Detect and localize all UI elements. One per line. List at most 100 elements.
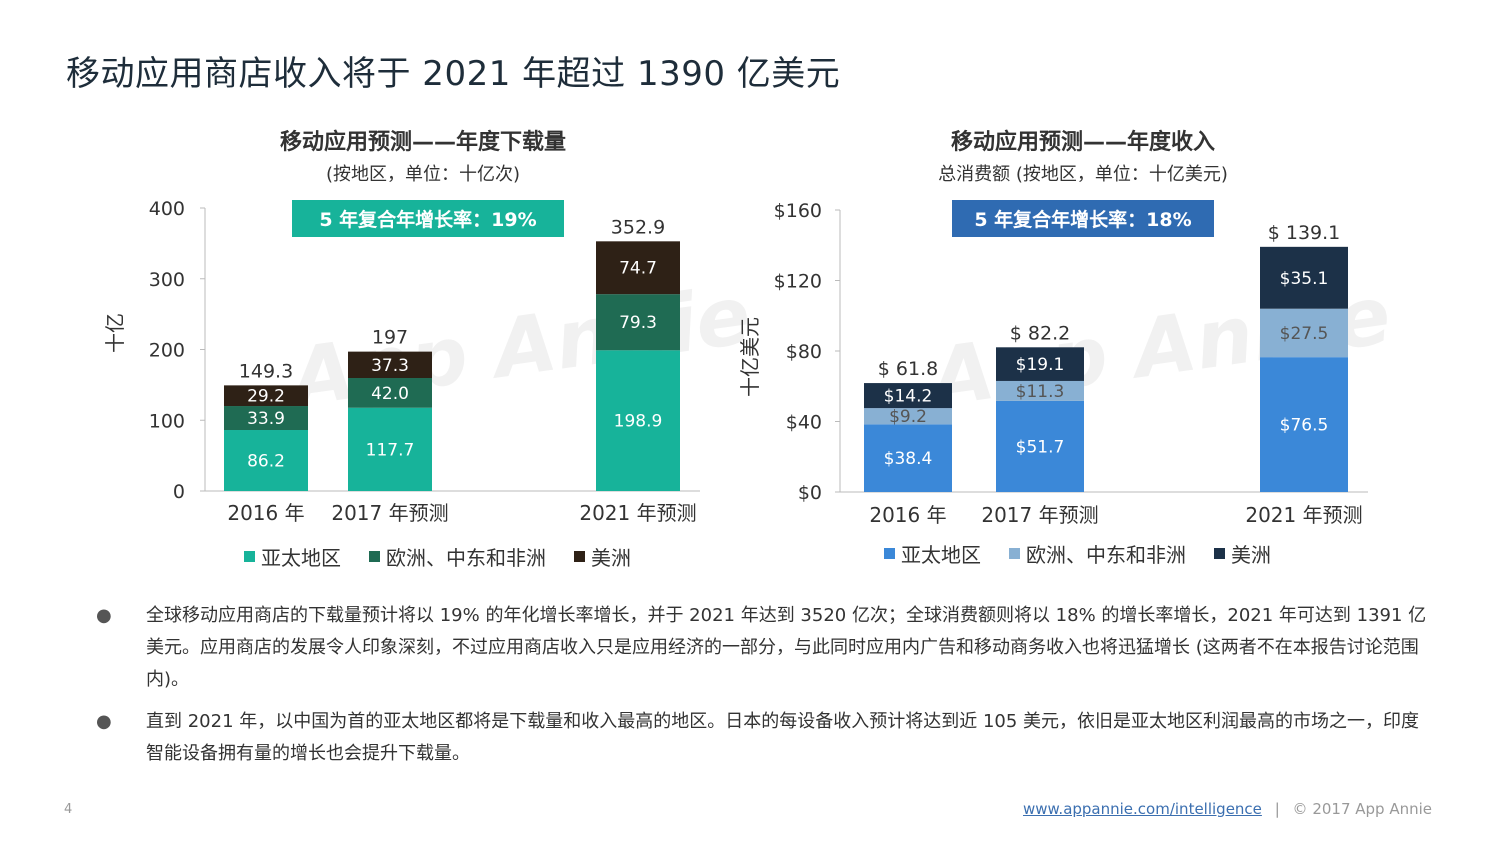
downloads-legend: 亚太地区 欧洲、中东和非洲 美洲: [244, 542, 631, 571]
downloads-chart-subtitle: (按地区，单位：十亿次): [325, 164, 521, 185]
downloads-bar-data-label: 117.7: [366, 440, 415, 460]
legend-label-americas: 美洲: [591, 546, 631, 570]
bullet-dot-icon: ●: [96, 605, 112, 626]
revenue-bar-data-label: $27.5: [1280, 324, 1329, 344]
legend-item-apac: 亚太地区: [244, 542, 341, 571]
downloads-bar-data-label: 79.3: [619, 313, 657, 333]
revenue-y-tick-label: $160: [774, 200, 822, 222]
downloads-y-tick-label: 300: [149, 269, 185, 291]
footer-link[interactable]: www.appannie.com/intelligence: [1023, 800, 1262, 818]
revenue-y-axis-label: 十亿美元: [738, 317, 762, 397]
legend-item-emea: 欧洲、中东和非洲: [369, 542, 546, 571]
downloads-bar-data-label: 37.3: [371, 356, 409, 376]
revenue-y-tick-label: $80: [786, 341, 822, 363]
revenue-y-tick-label: $40: [786, 412, 822, 434]
revenue-legend: 亚太地区 欧洲、中东和非洲 美洲: [884, 539, 1271, 568]
legend-swatch-emea: [369, 551, 380, 562]
downloads-y-tick-label: 400: [149, 198, 185, 220]
downloads-y-tick-label: 100: [149, 410, 185, 432]
downloads-bar-total-label: 352.9: [611, 216, 665, 238]
revenue-bar-segment: [996, 380, 1084, 401]
downloads-bar-segment: [224, 385, 308, 407]
revenue-bar-data-label: $9.2: [889, 407, 927, 427]
downloads-cagr-badge: 5 年复合年增长率：19%: [292, 200, 564, 237]
legend-label-americas: 美洲: [1231, 543, 1271, 567]
revenue-y-tick-label: $0: [798, 482, 822, 504]
revenue-chart-title: 移动应用预测——年度收入: [950, 130, 1215, 155]
revenue-bar-segment: [1260, 308, 1348, 358]
downloads-bar-segment: [348, 378, 432, 408]
bullet-item: ● 全球移动应用商店的下载量预计将以 19% 的年化增长率增长，并于 2021 …: [92, 600, 1432, 696]
bullet-dot-icon: ●: [96, 711, 112, 732]
downloads-chart-title: 移动应用预测——年度下载量: [279, 130, 566, 155]
legend-swatch-americas: [574, 551, 585, 562]
downloads-bar-total-label: 149.3: [239, 360, 293, 382]
revenue-bar-segment: [996, 400, 1084, 492]
downloads-bar-data-label: 29.2: [247, 387, 285, 407]
revenue-bar-total-label: $ 82.2: [1010, 322, 1070, 344]
legend-swatch-apac: [244, 551, 255, 562]
revenue-chart-subtitle: 总消费额 (按地区，单位：十亿美元): [938, 164, 1228, 185]
bullet-text: 全球移动应用商店的下载量预计将以 19% 的年化增长率增长，并于 2021 年达…: [146, 605, 1427, 690]
revenue-bar-total-label: $ 61.8: [878, 358, 938, 380]
downloads-bar-segment: [596, 241, 680, 295]
revenue-bar-data-label: $11.3: [1016, 382, 1065, 402]
legend-label-emea: 欧洲、中东和非洲: [1026, 543, 1186, 567]
legend-swatch-americas: [1214, 548, 1225, 559]
downloads-bar-data-label: 33.9: [247, 409, 285, 429]
downloads-bar-segment: [348, 407, 432, 491]
charts-canvas: 0 100 200 300 400 十亿 86.2 33.929.2 149.3 2016 年 11…: [103, 198, 1368, 527]
page-number: 4: [64, 802, 73, 817]
bullet-text: 直到 2021 年，以中国为首的亚太地区都将是下载量和收入最高的地区。日本的每设…: [146, 711, 1420, 764]
revenue-bar-data-label: $76.5: [1280, 416, 1329, 436]
downloads-bar-segment: [596, 294, 680, 351]
page-title: 移动应用商店收入将于 2021 年超过 1390 亿美元: [66, 54, 841, 94]
downloads-bar-data-label: 42.0: [371, 384, 409, 404]
revenue-bar-data-label: $51.7: [1016, 437, 1065, 457]
legend-item-emea: 欧洲、中东和非洲: [1009, 539, 1186, 568]
legend-item-apac: 亚太地区: [884, 539, 981, 568]
legend-label-emea: 欧洲、中东和非洲: [386, 546, 546, 570]
revenue-bar-segment: [864, 424, 952, 492]
legend-item-americas: 美洲: [1214, 539, 1271, 568]
footer-separator: |: [1274, 800, 1280, 818]
downloads-category-label: 2017 年预测: [331, 501, 448, 525]
downloads-y-tick-label: 0: [173, 481, 185, 503]
footer: www.appannie.com/intelligence | © 2017 A…: [1023, 800, 1432, 818]
downloads-bar-data-label: 74.7: [619, 259, 657, 279]
legend-label-apac: 亚太地区: [261, 546, 341, 570]
downloads-bar-segment: [348, 351, 432, 379]
bullet-list: ● 全球移动应用商店的下载量预计将以 19% 的年化增长率增长，并于 2021 …: [92, 600, 1432, 780]
revenue-bar-segment: [864, 383, 952, 409]
downloads-bar-segment: [224, 430, 308, 491]
downloads-bar-data-label: 198.9: [614, 412, 663, 432]
legend-item-americas: 美洲: [574, 542, 631, 571]
revenue-bar-segment: [996, 347, 1084, 381]
downloads-category-label: 2016 年: [227, 501, 304, 525]
downloads-bar-segment: [596, 350, 680, 491]
downloads-y-axis-label: 十亿: [103, 313, 127, 353]
downloads-bar-data-label: 86.2: [247, 452, 285, 472]
revenue-category-label: 2017 年预测: [981, 503, 1098, 527]
revenue-bar-data-label: $35.1: [1280, 269, 1329, 289]
legend-swatch-emea: [1009, 548, 1020, 559]
revenue-cagr-badge: 5 年复合年增长率：18%: [952, 200, 1214, 237]
revenue-y-tick-label: $120: [774, 271, 822, 293]
revenue-bar-total-label: $ 139.1: [1268, 222, 1341, 244]
footer-copyright: © 2017 App Annie: [1292, 800, 1432, 818]
revenue-category-label: 2021 年预测: [1245, 503, 1362, 527]
downloads-y-tick-label: 200: [149, 340, 185, 362]
revenue-bar-data-label: $19.1: [1016, 355, 1065, 375]
revenue-category-label: 2016 年: [869, 503, 946, 527]
revenue-bar-segment: [864, 408, 952, 425]
legend-swatch-apac: [884, 548, 895, 559]
downloads-category-label: 2021 年预测: [579, 501, 696, 525]
downloads-bar-segment: [224, 406, 308, 431]
legend-label-apac: 亚太地区: [901, 543, 981, 567]
downloads-bar-total-label: 197: [372, 327, 408, 349]
revenue-bar-data-label: $14.2: [884, 387, 933, 407]
revenue-bar-data-label: $38.4: [884, 449, 933, 469]
bullet-item: ● 直到 2021 年，以中国为首的亚太地区都将是下载量和收入最高的地区。日本的…: [92, 706, 1432, 770]
revenue-bar-segment: [1260, 246, 1348, 309]
revenue-bar-segment: [1260, 357, 1348, 492]
